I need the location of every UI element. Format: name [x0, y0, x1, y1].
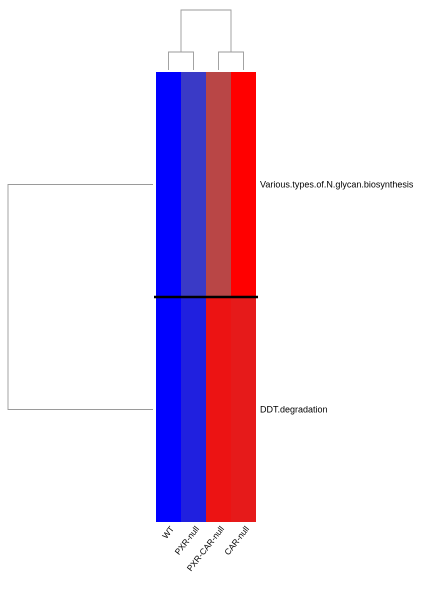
row-label-various-types-of-n-glycan-biosynthesis: Various.types.of.N.glycan.biosynthesis: [260, 180, 414, 190]
row-dendrogram: [7, 184, 153, 410]
heatmap-cell-various-types-of-n-glycan-biosynthesis-wt: [156, 72, 181, 297]
heatmap-cell-various-types-of-n-glycan-biosynthesis-pxr-car-null: [206, 72, 231, 297]
column-dendrogram-root: [180, 9, 232, 52]
column-dendrogram-branch-2: [218, 51, 244, 70]
column-dendrogram-branch-1: [168, 51, 194, 70]
heatmap-cell-ddt-degradation-pxr-null: [181, 297, 206, 522]
row-labels: Various.types.of.N.glycan.biosynthesis DD…: [260, 180, 414, 415]
column-label-car-null: CAR-null: [222, 524, 251, 557]
heatmap-cell-ddt-degradation-car-null: [231, 297, 256, 522]
row-dendrogram-root: [7, 184, 153, 410]
column-dendrogram: [168, 9, 244, 70]
heatmap-cell-various-types-of-n-glycan-biosynthesis-car-null: [231, 72, 256, 297]
column-label-wt: WT: [160, 524, 176, 541]
heatmap-cell-various-types-of-n-glycan-biosynthesis-pxr-null: [181, 72, 206, 297]
heatmap-cell-ddt-degradation-wt: [156, 297, 181, 522]
row-label-ddt-degradation: DDT.degradation: [260, 405, 328, 415]
heatmap-cells: [156, 72, 256, 522]
heatmap-cell-ddt-degradation-pxr-car-null: [206, 297, 231, 522]
